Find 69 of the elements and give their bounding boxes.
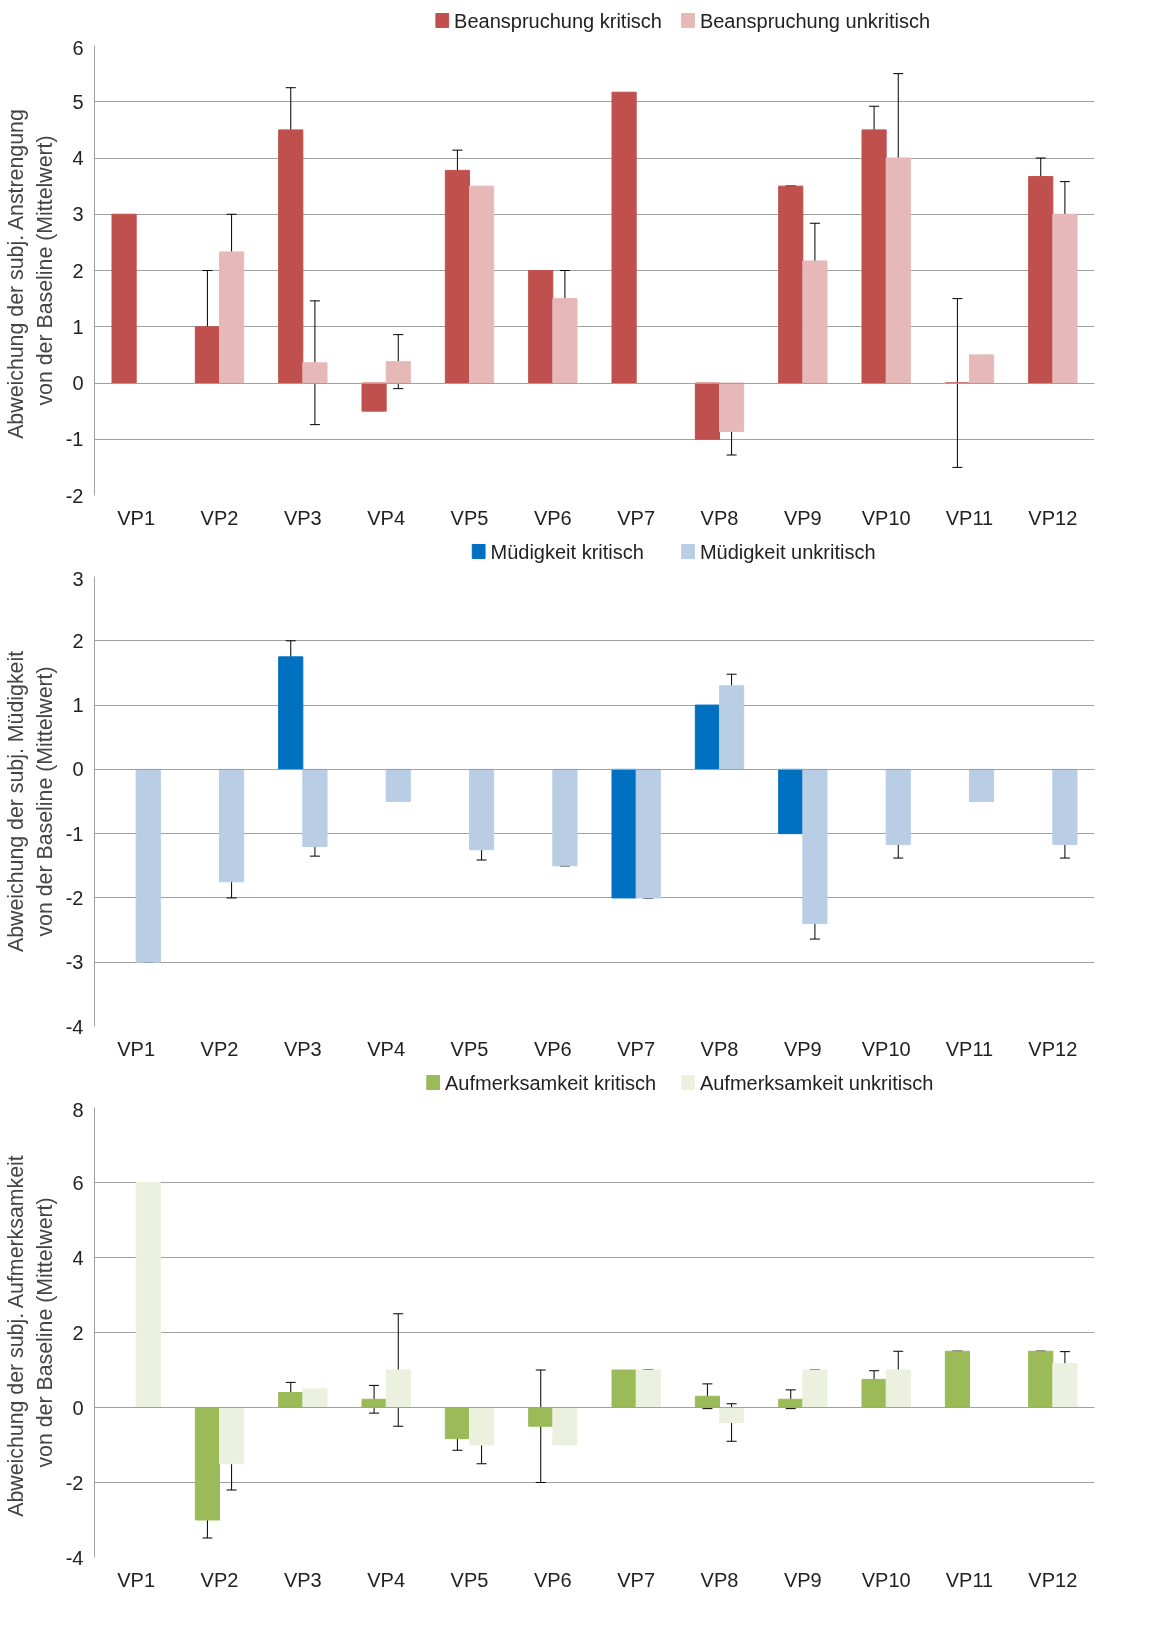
x-tick-label: VP12 (1028, 1037, 1078, 1060)
x-tick-label: VP2 (200, 1568, 239, 1591)
legend-label: Müdigkeit kritisch (490, 540, 644, 563)
x-tick-label: VP1 (117, 506, 156, 529)
x-tick-label: VP9 (783, 1568, 822, 1591)
legend-label: Müdigkeit unkritisch (699, 540, 876, 563)
x-tick-label: VP6 (533, 1037, 572, 1060)
y-tick-label: 6 (72, 36, 84, 59)
legend-label: Beanspruchung kritisch (454, 9, 662, 32)
y-tick-label: -3 (65, 951, 84, 974)
y-tick-label: 4 (72, 1246, 84, 1269)
y-tick-label: 1 (72, 315, 84, 338)
y-tick-label: 0 (72, 372, 84, 394)
y-tick-label: -4 (65, 1546, 84, 1569)
y-axis-title: Abweichung der subj. Anstrengung von der Baseline (Mittelwert) (3, 109, 57, 439)
x-tick-label: VP2 (200, 506, 239, 529)
x-tick-label: VP1 (117, 1568, 156, 1591)
x-tick-label: VP6 (533, 506, 572, 529)
x-tick-label: VP12 (1028, 506, 1078, 529)
y-tick-label: -1 (65, 822, 84, 845)
y-tick-label: 4 (72, 147, 84, 169)
y-tick-label: 0 (72, 1396, 84, 1419)
y-tick-label: 6 (72, 1171, 84, 1194)
legend-label: Aufmerksamkeit unkritisch (699, 1071, 934, 1094)
x-tick-label: VP3 (283, 1568, 322, 1591)
y-tick-label: -1 (65, 428, 84, 451)
x-tick-label: VP5 (450, 506, 489, 529)
x-tick-label: VP5 (450, 1037, 489, 1060)
y-axis-title: Abweichung der subj. Müdigkeit von der Baseline (Mittelwert) (3, 650, 57, 953)
y-tick-label: -2 (65, 484, 84, 507)
x-tick-label: VP9 (783, 1037, 822, 1060)
x-tick-label: VP7 (617, 506, 656, 529)
y-axis-title: Abweichung der subj. Aufmerksamkeit von der Baseline (Mittelwert) (3, 1155, 57, 1517)
y-tick-label: 3 (72, 203, 84, 226)
x-tick-label: VP10 (861, 1037, 911, 1060)
legend-label: Aufmerksamkeit kritisch (444, 1071, 657, 1094)
x-tick-label: VP3 (283, 1037, 322, 1060)
x-tick-label: VP4 (367, 506, 406, 529)
x-tick-label: VP7 (617, 1568, 656, 1591)
x-tick-label: VP8 (700, 506, 739, 529)
legend-label: Beanspruchung unkritisch (699, 9, 931, 32)
x-tick-label: VP11 (945, 1037, 994, 1060)
y-tick-label: -2 (65, 1471, 84, 1494)
y-tick-label: -4 (65, 1015, 84, 1038)
x-tick-label: VP10 (861, 506, 911, 529)
x-tick-label: VP4 (367, 1568, 406, 1591)
x-tick-label: VP8 (700, 1037, 739, 1060)
x-tick-label: VP2 (200, 1037, 239, 1060)
x-tick-label: VP8 (700, 1568, 739, 1591)
y-tick-label: 2 (72, 629, 84, 652)
x-tick-label: VP7 (617, 1037, 656, 1060)
x-tick-label: VP1 (117, 1037, 156, 1060)
y-tick-label: -2 (65, 886, 84, 909)
x-tick-label: VP10 (861, 1568, 911, 1591)
x-tick-label: VP11 (945, 1568, 994, 1591)
x-tick-label: VP4 (367, 1037, 406, 1060)
y-tick-label: 5 (72, 90, 84, 113)
x-tick-label: VP5 (450, 1568, 489, 1591)
y-tick-label: 2 (72, 259, 84, 282)
x-tick-label: VP6 (533, 1568, 572, 1591)
y-tick-label: 1 (72, 694, 84, 717)
y-tick-label: 2 (72, 1321, 84, 1344)
x-tick-label: VP12 (1028, 1568, 1078, 1591)
y-tick-label: 0 (72, 758, 84, 781)
x-tick-label: VP9 (783, 506, 822, 529)
x-tick-label: VP11 (945, 506, 994, 529)
y-tick-label: 3 (72, 567, 84, 590)
y-tick-label: 8 (72, 1098, 84, 1121)
x-tick-label: VP3 (283, 506, 322, 529)
